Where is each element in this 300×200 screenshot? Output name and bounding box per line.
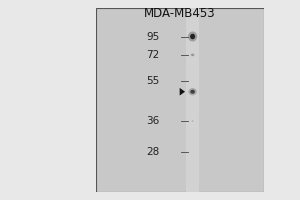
Text: 55: 55 <box>147 76 160 86</box>
Ellipse shape <box>191 54 194 56</box>
Ellipse shape <box>190 34 195 39</box>
Text: 95: 95 <box>147 32 160 42</box>
Ellipse shape <box>190 53 195 57</box>
Ellipse shape <box>188 88 197 95</box>
Ellipse shape <box>191 120 194 122</box>
Text: 72: 72 <box>147 50 160 60</box>
Text: 36: 36 <box>147 116 160 126</box>
Ellipse shape <box>190 120 195 123</box>
Text: 28: 28 <box>147 147 160 157</box>
Polygon shape <box>180 88 185 96</box>
Bar <box>186 8 199 192</box>
Ellipse shape <box>188 31 197 42</box>
Ellipse shape <box>190 90 195 94</box>
Text: MDA-MB453: MDA-MB453 <box>144 7 216 20</box>
